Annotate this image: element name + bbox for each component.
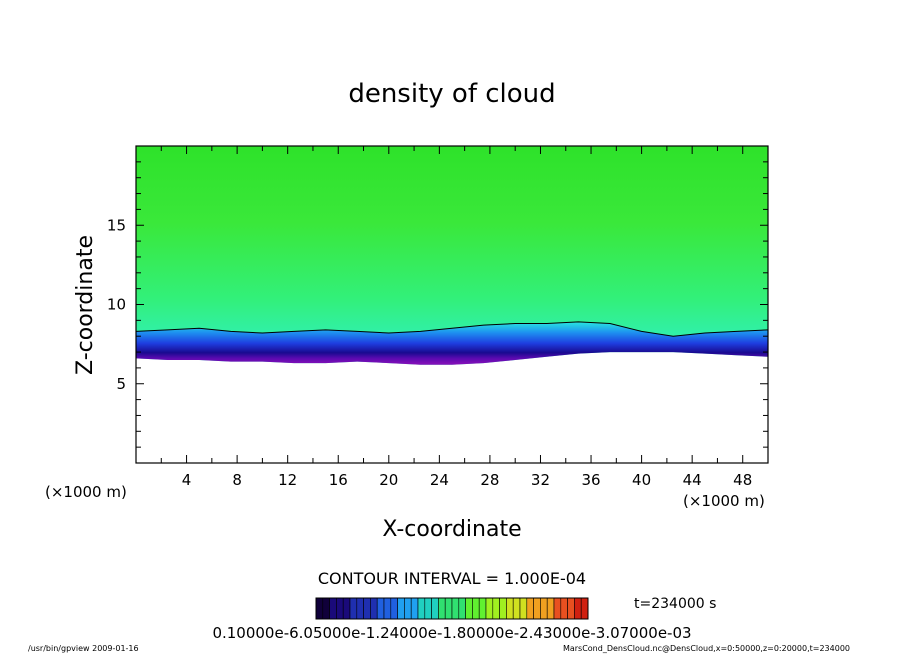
chart-title: density of cloud <box>348 79 555 109</box>
colorbar-cell <box>417 597 426 620</box>
colorbar-cell <box>451 597 460 620</box>
colorbar-cell <box>540 597 548 620</box>
colorbar-cell <box>363 597 371 620</box>
footer-left: /usr/bin/gpview 2009-01-16 <box>28 644 139 653</box>
time-label: t=234000 s <box>634 596 716 612</box>
colorbar-cell <box>512 597 521 620</box>
cloud-free-region <box>136 146 768 365</box>
colorbar-cell <box>546 597 555 620</box>
colorbar-cell <box>383 597 392 620</box>
colorbar <box>315 597 589 620</box>
x-unit-label: (×1000 m) <box>45 483 127 501</box>
footer-right: MarsCond_DensCloud.nc@DensCloud,x=0:5000… <box>563 644 850 653</box>
colorbar-cell <box>349 597 358 620</box>
contour-interval-label: CONTOUR INTERVAL = 1.000E-04 <box>318 569 586 588</box>
colorbar-cell <box>376 597 385 620</box>
colorbar-cell <box>329 597 337 620</box>
x-tick-label: 16 <box>329 471 348 489</box>
y-axis-title: Z-coordinate <box>73 235 98 375</box>
colorbar-cell <box>342 597 351 620</box>
x-tick-label: 32 <box>531 471 550 489</box>
x-tick-label: 20 <box>379 471 398 489</box>
x-unit-label-right: (×1000 m) <box>683 492 765 510</box>
colorbar-cell <box>397 597 405 620</box>
x-axis-title: X-coordinate <box>382 517 521 542</box>
y-axis-ticks: 5 10 15 <box>107 161 768 448</box>
colorbar-cell <box>499 597 507 620</box>
colorbar-cell <box>356 597 364 620</box>
colorbar-cell <box>567 597 575 620</box>
colorbar-cell <box>560 597 568 620</box>
x-tick-label: 28 <box>480 471 499 489</box>
x-tick-label: 48 <box>733 471 752 489</box>
colorbar-cell <box>506 597 514 620</box>
colorbar-cell <box>315 597 324 620</box>
colorbar-cell <box>580 597 589 620</box>
colorbar-cell <box>458 597 466 620</box>
colorbar-cell <box>444 597 453 620</box>
colorbar-cell <box>492 597 500 620</box>
x-tick-label: 12 <box>278 471 297 489</box>
colorbar-cell <box>465 597 473 620</box>
colorbar-cell <box>424 597 432 620</box>
y-tick-label: 10 <box>107 296 126 314</box>
contour-line <box>136 321 768 337</box>
x-tick-label: 4 <box>182 471 192 489</box>
colorbar-cell <box>478 597 487 620</box>
x-tick-label: 36 <box>581 471 600 489</box>
y-tick-label: 15 <box>107 216 126 234</box>
colorbar-cell <box>336 597 344 620</box>
y-tick-label: 5 <box>116 375 126 393</box>
colorbar-cell <box>526 597 534 620</box>
colorbar-cell <box>438 597 446 620</box>
colorbar-cell <box>431 597 439 620</box>
colorbar-cell <box>410 597 419 620</box>
x-tick-label: 8 <box>232 471 242 489</box>
x-tick-label: 44 <box>683 471 702 489</box>
colorbar-cell <box>533 597 541 620</box>
cloud-layer <box>136 321 768 365</box>
colorbar-cell <box>472 597 480 620</box>
colorbar-labels: 0.10000e-6.05000e-1.24000e-1.80000e-2.43… <box>212 624 691 642</box>
colorbar-frame <box>315 597 589 620</box>
colorbar-cell <box>322 597 330 620</box>
colorbar-cell <box>404 597 412 620</box>
colorbar-cell <box>370 597 378 620</box>
x-axis-ticks: 4 8 12 16 20 24 28 32 36 40 44 48 <box>160 146 769 489</box>
colorbar-cell <box>519 597 528 620</box>
colorbar-cell <box>485 597 494 620</box>
x-tick-label: 40 <box>632 471 651 489</box>
colorbar-cell <box>390 597 398 620</box>
colorbar-cell <box>553 597 562 620</box>
x-tick-label: 24 <box>430 471 449 489</box>
colorbar-cell <box>574 597 582 620</box>
